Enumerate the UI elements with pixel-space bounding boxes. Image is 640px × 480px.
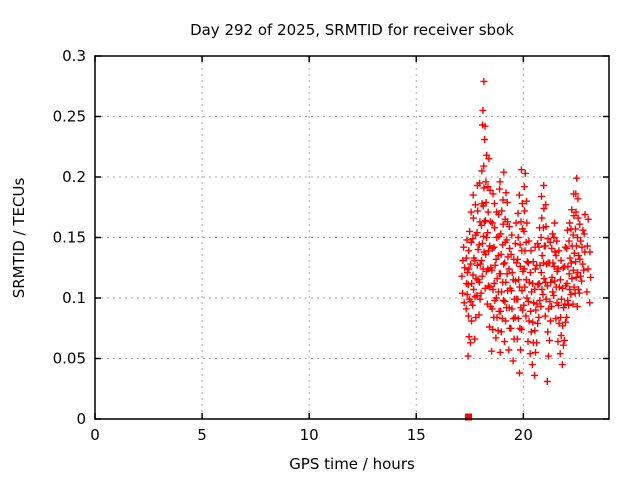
x-tick-label: 15 [407,426,426,444]
plot-border [94,55,610,420]
tick-labels: 0 5 10 15 20 0 0.05 0.1 0.15 0.2 0.25 0.3 [53,47,533,444]
square-marker [465,413,473,421]
y-tick-label: 0.15 [53,229,86,247]
y-tick-label: 0 [76,410,86,428]
gridlines [95,56,609,419]
y-axis-label: SRMTID / TECUs [10,178,28,299]
x-tick-label: 20 [514,426,533,444]
x-tick-label: 10 [300,426,319,444]
y-tick-label: 0.3 [62,47,86,65]
y-tick-label: 0.1 [62,289,86,307]
chart-title: Day 292 of 2025, SRMTID for receiver sbo… [190,21,514,39]
plus-markers [458,77,595,385]
x-tick-label: 5 [197,426,207,444]
x-tick-label: 0 [90,426,100,444]
y-tick-label: 0.05 [53,350,86,368]
y-tick-label: 0.2 [62,168,86,186]
data-points [458,77,595,421]
x-axis-label: GPS time / hours [289,455,415,473]
y-tick-label: 0.25 [53,108,86,126]
